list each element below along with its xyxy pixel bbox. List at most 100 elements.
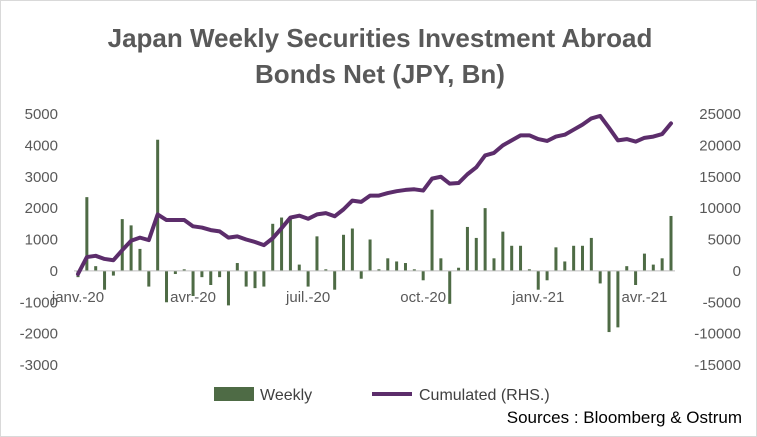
weekly-bar-27: [315, 236, 319, 271]
left-axis-ticks: -3000 -2000 -1000 0 1000 2000 3000 4000 5000: [20, 106, 58, 374]
weekly-bar-14: [200, 270, 204, 278]
x-axis-label-5: avr.-21: [622, 289, 668, 306]
x-axis-label-1: avr.-20: [170, 289, 216, 306]
source-note: Sources : Bloomberg & Ostrum: [507, 408, 742, 427]
weekly-bar-49: [510, 245, 514, 271]
x-axis-label-3: oct.-20: [400, 289, 446, 306]
weekly-bar-54: [554, 247, 558, 271]
right-axis-ticks: -15000 -10000 -5000 0 5000 10000 15000 20000 250…: [694, 106, 741, 374]
weekly-bar-52: [536, 270, 540, 290]
weekly-bar-67: [669, 215, 673, 271]
weekly-bar-37: [403, 263, 407, 271]
weekly-bar-32: [359, 270, 363, 279]
weekly-bar-26: [306, 270, 310, 287]
weekly-bar-34: [377, 269, 381, 271]
weekly-bar-11: [173, 270, 177, 275]
weekly-bar-22: [271, 223, 275, 271]
weekly-bar-5: [120, 219, 124, 271]
weekly-bar-48: [501, 231, 505, 271]
weekly-bar-33: [368, 239, 372, 271]
left-axis-tick-7: 4000: [25, 137, 58, 154]
weekly-bar-20: [253, 270, 257, 289]
weekly-bar-56: [572, 245, 576, 271]
weekly-bar-28: [324, 269, 328, 271]
weekly-bar-45: [474, 237, 478, 271]
weekly-bar-36: [395, 261, 399, 271]
weekly-bar-2: [94, 266, 98, 271]
left-axis-tick-5: 2000: [25, 200, 58, 217]
weekly-bar-13: [191, 270, 195, 296]
right-axis-tick-1: -10000: [694, 326, 741, 343]
weekly-bar-42: [448, 270, 452, 304]
weekly-bar-7: [138, 248, 142, 271]
weekly-bar-4: [111, 270, 115, 276]
chart-title-line-2: Bonds Net (JPY, Bn): [255, 59, 505, 89]
weekly-bar-12: [182, 269, 186, 271]
weekly-bar-25: [297, 264, 301, 271]
cumulated-line: [76, 113, 673, 277]
weekly-bar-29: [333, 270, 337, 290]
weekly-bar-55: [563, 261, 567, 271]
right-axis-tick-7: 20000: [699, 137, 741, 154]
weekly-bar-10: [165, 270, 169, 303]
left-axis-tick-0: -3000: [20, 357, 58, 374]
legend-weekly-swatch: [214, 387, 254, 401]
weekly-bar-38: [412, 269, 416, 271]
right-axis-tick-8: 25000: [699, 106, 741, 123]
right-axis-tick-0: -15000: [694, 357, 741, 374]
left-axis-tick-6: 3000: [25, 169, 58, 186]
weekly-bar-61: [616, 270, 620, 328]
weekly-bar-21: [262, 270, 266, 287]
weekly-bar-23: [280, 217, 284, 271]
left-axis-tick-1: -2000: [20, 326, 58, 343]
weekly-bar-44: [465, 226, 469, 271]
weekly-bar-51: [527, 269, 531, 271]
right-axis-tick-2: -5000: [703, 294, 741, 311]
right-axis-tick-5: 10000: [699, 200, 741, 217]
weekly-bar-64: [642, 253, 646, 271]
weekly-bar-8: [147, 270, 151, 287]
right-axis-tick-6: 15000: [699, 169, 741, 186]
weekly-bar-60: [607, 270, 611, 333]
weekly-bar-30: [342, 234, 346, 271]
left-axis-tick-2: -1000: [20, 294, 58, 311]
weekly-bar-9: [156, 139, 160, 271]
cumulated-line-group: [76, 113, 673, 277]
left-axis-tick-3: 0: [50, 263, 58, 280]
legend-cumulated-label: Cumulated (RHS.): [419, 387, 550, 404]
weekly-bar-6: [129, 225, 133, 271]
weekly-bar-63: [634, 270, 638, 285]
weekly-bar-50: [519, 245, 523, 271]
weekly-bar-47: [492, 258, 496, 271]
weekly-bar-62: [625, 266, 629, 271]
left-axis-tick-8: 5000: [25, 106, 58, 123]
weekly-bar-16: [218, 270, 222, 278]
weekly-bar-57: [580, 245, 584, 271]
weekly-bar-53: [545, 270, 549, 281]
weekly-bar-1: [85, 197, 89, 271]
right-axis-tick-4: 5000: [708, 232, 741, 249]
x-axis-label-4: janv.-21: [511, 289, 564, 306]
weekly-bar-66: [660, 258, 664, 271]
weekly-bar-24: [288, 219, 292, 271]
weekly-bar-46: [483, 208, 487, 271]
weekly-bar-65: [651, 264, 655, 271]
weekly-bar-39: [421, 270, 425, 281]
left-axis-tick-4: 1000: [25, 232, 58, 249]
x-axis-label-2: juil.-20: [285, 289, 330, 306]
weekly-bar-18: [235, 263, 239, 271]
weekly-bar-59: [598, 270, 602, 284]
weekly-bar-19: [244, 270, 248, 287]
weekly-bar-40: [430, 209, 434, 271]
weekly-bar-41: [439, 258, 443, 271]
x-axis-label-0: janv.-20: [51, 289, 104, 306]
legend: Weekly Cumulated (RHS.): [214, 387, 550, 404]
right-axis-tick-3: 0: [733, 263, 741, 280]
weekly-bar-15: [209, 270, 213, 285]
x-axis-labels: janv.-20 avr.-20 juil.-20 oct.-20 janv.-21 av…: [51, 289, 668, 306]
weekly-bar-43: [457, 267, 461, 271]
chart-title-line-1: Japan Weekly Securities Investment Abroa…: [107, 23, 653, 53]
legend-weekly-label: Weekly: [260, 387, 312, 404]
